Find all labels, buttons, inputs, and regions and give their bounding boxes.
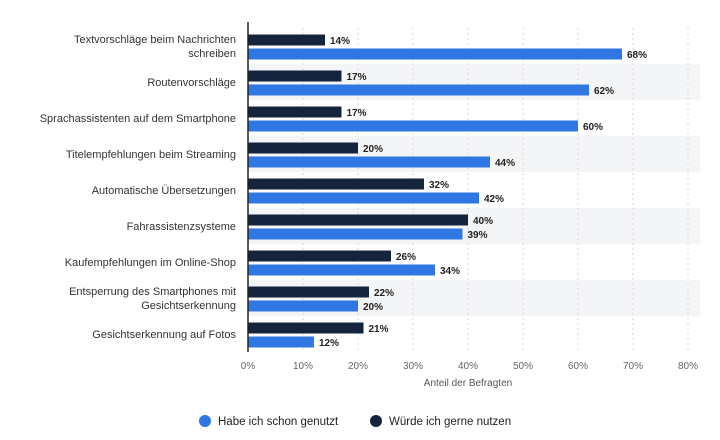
- data-label: 42%: [484, 194, 504, 205]
- bar-schon-genutzt: [248, 228, 463, 240]
- x-tick-label: 30%: [403, 361, 423, 372]
- x-tick-label: 80%: [678, 361, 698, 372]
- category-label: Gesichtserkennung auf Fotos: [92, 329, 236, 341]
- category-label: Gesichtserkennung: [141, 300, 236, 312]
- category-label: Textvorschläge beim Nachrichten: [74, 34, 236, 46]
- data-label: 17%: [347, 72, 367, 83]
- data-label: 62%: [594, 86, 614, 97]
- data-label: 22%: [374, 288, 394, 299]
- legend-label: Würde ich gerne nutzen: [389, 416, 511, 428]
- data-label: 26%: [396, 252, 416, 263]
- bar-gerne-nutzen: [248, 106, 342, 118]
- data-label: 39%: [468, 230, 488, 241]
- bar-schon-genutzt: [248, 336, 314, 348]
- bar-gerne-nutzen: [248, 286, 369, 298]
- data-label: 21%: [369, 324, 389, 335]
- data-label: 60%: [583, 122, 603, 133]
- data-label: 20%: [363, 144, 383, 155]
- data-label: 17%: [347, 108, 367, 119]
- category-label: Entsperrung des Smartphones mit: [69, 286, 236, 298]
- data-label: 40%: [473, 216, 493, 227]
- bar-gerne-nutzen: [248, 142, 358, 154]
- x-tick-label: 10%: [293, 361, 313, 372]
- bar-schon-genutzt: [248, 120, 578, 132]
- legend-marker-schon-genutzt: [199, 415, 211, 427]
- data-label: 12%: [319, 338, 339, 349]
- bar-gerne-nutzen: [248, 34, 325, 46]
- data-label: 32%: [429, 180, 449, 191]
- bar-schon-genutzt: [248, 192, 479, 204]
- legend-marker-gerne-nutzen: [370, 415, 382, 427]
- x-tick-label: 60%: [568, 361, 588, 372]
- x-tick-label: 70%: [623, 361, 643, 372]
- category-label: Routenvorschläge: [147, 77, 236, 89]
- bar-schon-genutzt: [248, 156, 490, 168]
- data-label: 14%: [330, 36, 350, 47]
- data-label: 44%: [495, 158, 515, 169]
- data-label: 20%: [363, 302, 383, 313]
- x-tick-label: 40%: [458, 361, 478, 372]
- data-label: 68%: [627, 50, 647, 61]
- x-tick-label: 50%: [513, 361, 533, 372]
- bar-schon-genutzt: [248, 300, 358, 312]
- category-label: Sprachassistenten auf dem Smartphone: [40, 113, 236, 125]
- category-label: Automatische Übersetzungen: [92, 185, 236, 197]
- bar-schon-genutzt: [248, 264, 435, 276]
- bar-gerne-nutzen: [248, 322, 364, 334]
- bar-gerne-nutzen: [248, 250, 391, 262]
- bar-gerne-nutzen: [248, 214, 468, 226]
- legend-label: Habe ich schon genutzt: [218, 416, 339, 428]
- category-label: Titelempfehlungen beim Streaming: [66, 149, 236, 161]
- data-label: 34%: [440, 266, 460, 277]
- category-label: Kaufempfehlungen im Online-Shop: [65, 257, 236, 269]
- bar-schon-genutzt: [248, 84, 589, 96]
- bar-gerne-nutzen: [248, 178, 424, 190]
- category-label: schreiben: [188, 48, 236, 60]
- category-label: Fahrassistenzsysteme: [127, 221, 236, 233]
- x-axis-title: Anteil der Befragten: [424, 378, 512, 389]
- x-tick-label: 0%: [241, 361, 256, 372]
- bar-gerne-nutzen: [248, 70, 342, 82]
- x-tick-label: 20%: [348, 361, 368, 372]
- bar-schon-genutzt: [248, 48, 622, 60]
